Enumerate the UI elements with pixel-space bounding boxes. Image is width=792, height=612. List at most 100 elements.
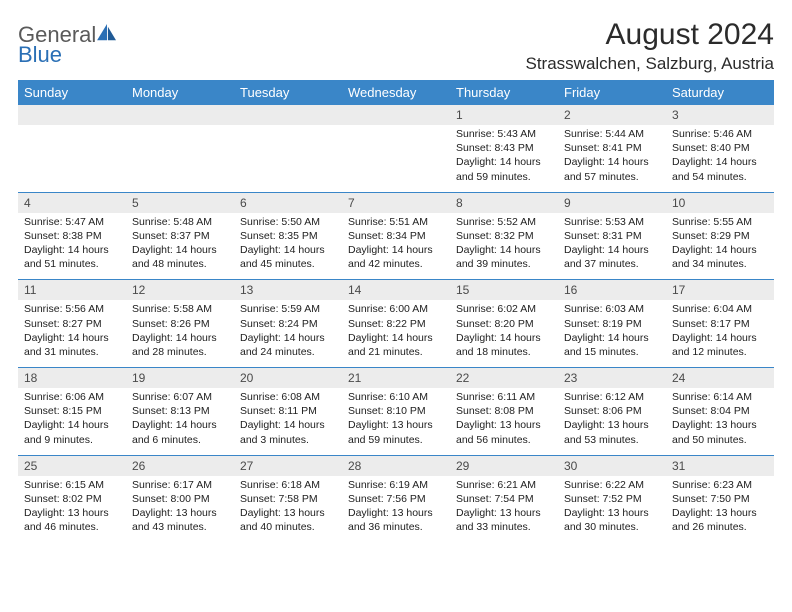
sunrise-text: Sunrise: 6:17 AM bbox=[132, 478, 228, 492]
day-details: Sunrise: 6:15 AMSunset: 8:02 PMDaylight:… bbox=[18, 476, 126, 543]
daylight-text: Daylight: 14 hours and 18 minutes. bbox=[456, 331, 552, 359]
calendar-day-cell: 9Sunrise: 5:53 AMSunset: 8:31 PMDaylight… bbox=[558, 192, 666, 280]
day-details: Sunrise: 5:55 AMSunset: 8:29 PMDaylight:… bbox=[666, 213, 774, 280]
logo: GeneralBlue bbox=[18, 24, 117, 66]
day-number: 1 bbox=[450, 105, 558, 125]
location-subtitle: Strasswalchen, Salzburg, Austria bbox=[525, 54, 774, 74]
daylight-text: Daylight: 13 hours and 53 minutes. bbox=[564, 418, 660, 446]
daylight-text: Daylight: 13 hours and 59 minutes. bbox=[348, 418, 444, 446]
sunset-text: Sunset: 8:38 PM bbox=[24, 229, 120, 243]
calendar-day-cell bbox=[234, 105, 342, 192]
day-number: 29 bbox=[450, 456, 558, 476]
sunrise-text: Sunrise: 6:21 AM bbox=[456, 478, 552, 492]
weekday-header: Tuesday bbox=[234, 80, 342, 105]
day-number: 4 bbox=[18, 193, 126, 213]
day-details: Sunrise: 6:18 AMSunset: 7:58 PMDaylight:… bbox=[234, 476, 342, 543]
calendar-day-cell: 1Sunrise: 5:43 AMSunset: 8:43 PMDaylight… bbox=[450, 105, 558, 192]
calendar-day-cell: 29 Sunrise: 6:21 AMSunset: 7:54 PMDayligh… bbox=[450, 455, 558, 542]
day-number: 6 bbox=[234, 193, 342, 213]
calendar-day-cell: 18Sunrise: 6:06 AMSunset: 8:15 PMDayligh… bbox=[18, 368, 126, 456]
calendar-day-cell: 4Sunrise: 5:47 AMSunset: 8:38 PMDaylight… bbox=[18, 192, 126, 280]
calendar-day-cell: 24Sunrise: 6:14 AMSunset: 8:04 PMDayligh… bbox=[666, 368, 774, 456]
day-details: Sunrise: 5:56 AMSunset: 8:27 PMDaylight:… bbox=[18, 300, 126, 367]
calendar-day-cell: 16Sunrise: 6:03 AMSunset: 8:19 PMDayligh… bbox=[558, 280, 666, 368]
day-details: Sunrise: 5:46 AMSunset: 8:40 PMDaylight:… bbox=[666, 125, 774, 192]
sunrise-text: Sunrise: 6:19 AM bbox=[348, 478, 444, 492]
sunrise-text: Sunrise: 5:58 AM bbox=[132, 302, 228, 316]
day-details: Sunrise: 5:43 AMSunset: 8:43 PMDaylight:… bbox=[450, 125, 558, 192]
sunset-text: Sunset: 8:20 PM bbox=[456, 317, 552, 331]
day-number: 14 bbox=[342, 280, 450, 300]
calendar-week-row: 18Sunrise: 6:06 AMSunset: 8:15 PMDayligh… bbox=[18, 368, 774, 456]
calendar-day-cell: 7Sunrise: 5:51 AMSunset: 8:34 PMDaylight… bbox=[342, 192, 450, 280]
day-details: Sunrise: 5:47 AMSunset: 8:38 PMDaylight:… bbox=[18, 213, 126, 280]
sunset-text: Sunset: 8:40 PM bbox=[672, 141, 768, 155]
sunrise-text: Sunrise: 5:55 AM bbox=[672, 215, 768, 229]
daylight-text: Daylight: 14 hours and 57 minutes. bbox=[564, 155, 660, 183]
sunset-text: Sunset: 8:04 PM bbox=[672, 404, 768, 418]
day-number: 18 bbox=[18, 368, 126, 388]
calendar-day-cell: 27Sunrise: 6:18 AMSunset: 7:58 PMDayligh… bbox=[234, 455, 342, 542]
sunrise-text: Sunrise: 5:44 AM bbox=[564, 127, 660, 141]
daylight-text: Daylight: 14 hours and 48 minutes. bbox=[132, 243, 228, 271]
daylight-text: Daylight: 14 hours and 15 minutes. bbox=[564, 331, 660, 359]
day-details: Sunrise: 6:06 AMSunset: 8:15 PMDaylight:… bbox=[18, 388, 126, 455]
calendar-day-cell: 2Sunrise: 5:44 AMSunset: 8:41 PMDaylight… bbox=[558, 105, 666, 192]
calendar-day-cell: 15Sunrise: 6:02 AMSunset: 8:20 PMDayligh… bbox=[450, 280, 558, 368]
calendar-day-cell: 21Sunrise: 6:10 AMSunset: 8:10 PMDayligh… bbox=[342, 368, 450, 456]
calendar-day-cell bbox=[126, 105, 234, 192]
daylight-text: Daylight: 14 hours and 45 minutes. bbox=[240, 243, 336, 271]
day-number: 31 bbox=[666, 456, 774, 476]
day-details: Sunrise: 5:53 AMSunset: 8:31 PMDaylight:… bbox=[558, 213, 666, 280]
calendar-day-cell: 25Sunrise: 6:15 AMSunset: 8:02 PMDayligh… bbox=[18, 455, 126, 542]
calendar-day-cell: 14Sunrise: 6:00 AMSunset: 8:22 PMDayligh… bbox=[342, 280, 450, 368]
day-number-empty bbox=[234, 105, 342, 125]
calendar-day-cell: 5Sunrise: 5:48 AMSunset: 8:37 PMDaylight… bbox=[126, 192, 234, 280]
sunset-text: Sunset: 8:11 PM bbox=[240, 404, 336, 418]
day-number: 3 bbox=[666, 105, 774, 125]
day-number: 21 bbox=[342, 368, 450, 388]
daylight-text: Daylight: 13 hours and 30 minutes. bbox=[564, 506, 660, 534]
daylight-text: Daylight: 14 hours and 37 minutes. bbox=[564, 243, 660, 271]
sunset-text: Sunset: 8:34 PM bbox=[348, 229, 444, 243]
day-number: 11 bbox=[18, 280, 126, 300]
day-number-empty bbox=[342, 105, 450, 125]
calendar-day-cell bbox=[342, 105, 450, 192]
sunset-text: Sunset: 8:00 PM bbox=[132, 492, 228, 506]
sunset-text: Sunset: 8:08 PM bbox=[456, 404, 552, 418]
day-number: 25 bbox=[18, 456, 126, 476]
daylight-text: Daylight: 14 hours and 9 minutes. bbox=[24, 418, 120, 446]
header-row: GeneralBlue August 2024 Strasswalchen, S… bbox=[18, 18, 774, 74]
weekday-header: Thursday bbox=[450, 80, 558, 105]
sunrise-text: Sunrise: 5:52 AM bbox=[456, 215, 552, 229]
day-number: 19 bbox=[126, 368, 234, 388]
sunset-text: Sunset: 8:22 PM bbox=[348, 317, 444, 331]
day-details: Sunrise: 6:04 AMSunset: 8:17 PMDaylight:… bbox=[666, 300, 774, 367]
day-details: Sunrise: 6:12 AMSunset: 8:06 PMDaylight:… bbox=[558, 388, 666, 455]
day-details: Sunrise: 6:14 AMSunset: 8:04 PMDaylight:… bbox=[666, 388, 774, 455]
sunset-text: Sunset: 7:54 PM bbox=[456, 492, 552, 506]
calendar-day-cell: 11Sunrise: 5:56 AMSunset: 8:27 PMDayligh… bbox=[18, 280, 126, 368]
day-details: Sunrise: 5:58 AMSunset: 8:26 PMDaylight:… bbox=[126, 300, 234, 367]
day-number: 12 bbox=[126, 280, 234, 300]
daylight-text: Daylight: 14 hours and 3 minutes. bbox=[240, 418, 336, 446]
calendar-day-cell: 31Sunrise: 6:23 AMSunset: 7:50 PMDayligh… bbox=[666, 455, 774, 542]
title-block: August 2024 Strasswalchen, Salzburg, Aus… bbox=[525, 18, 774, 74]
sunrise-text: Sunrise: 5:46 AM bbox=[672, 127, 768, 141]
calendar-day-cell: 3Sunrise: 5:46 AMSunset: 8:40 PMDaylight… bbox=[666, 105, 774, 192]
daylight-text: Daylight: 14 hours and 34 minutes. bbox=[672, 243, 768, 271]
day-details: Sunrise: 6:07 AMSunset: 8:13 PMDaylight:… bbox=[126, 388, 234, 455]
sunset-text: Sunset: 8:26 PM bbox=[132, 317, 228, 331]
calendar-day-cell: 26Sunrise: 6:17 AMSunset: 8:00 PMDayligh… bbox=[126, 455, 234, 542]
day-details: Sunrise: 5:51 AMSunset: 8:34 PMDaylight:… bbox=[342, 213, 450, 280]
weekday-header-row: Sunday Monday Tuesday Wednesday Thursday… bbox=[18, 80, 774, 105]
daylight-text: Daylight: 13 hours and 33 minutes. bbox=[456, 506, 552, 534]
sunrise-text: Sunrise: 6:22 AM bbox=[564, 478, 660, 492]
day-number: 20 bbox=[234, 368, 342, 388]
sunset-text: Sunset: 8:10 PM bbox=[348, 404, 444, 418]
sunset-text: Sunset: 8:06 PM bbox=[564, 404, 660, 418]
calendar-table: Sunday Monday Tuesday Wednesday Thursday… bbox=[18, 80, 774, 542]
sunrise-text: Sunrise: 5:51 AM bbox=[348, 215, 444, 229]
day-details: Sunrise: 6:03 AMSunset: 8:19 PMDaylight:… bbox=[558, 300, 666, 367]
calendar-week-row: 25Sunrise: 6:15 AMSunset: 8:02 PMDayligh… bbox=[18, 455, 774, 542]
